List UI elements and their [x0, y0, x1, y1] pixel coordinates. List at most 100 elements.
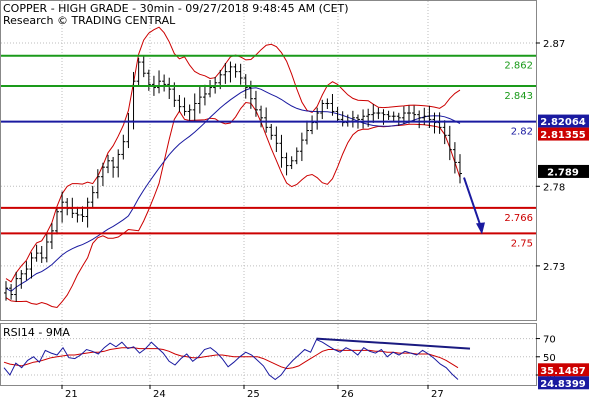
- candlestick: [228, 61, 233, 83]
- candlestick: [34, 244, 39, 262]
- moving-average: [5, 87, 461, 292]
- candlestick: [44, 233, 49, 263]
- candlestick: [208, 79, 213, 98]
- price-panel: [0, 0, 537, 321]
- candlestick: [253, 90, 258, 117]
- candlestick: [330, 94, 335, 116]
- value-badge: [538, 164, 589, 178]
- candlestick: [386, 110, 391, 120]
- forecast-arrow: [463, 177, 482, 228]
- y-tick-label: 2.73: [543, 262, 565, 273]
- candlestick: [289, 156, 294, 170]
- y-tick-label: 2.87: [543, 39, 565, 50]
- candlestick: [106, 154, 111, 174]
- candlestick: [427, 105, 432, 128]
- value-badge: [538, 376, 589, 390]
- price-level-label: 2.843: [504, 91, 533, 102]
- candlestick: [167, 77, 172, 100]
- candlestick: [14, 271, 19, 302]
- candlestick: [304, 120, 309, 145]
- candlestick: [371, 104, 376, 123]
- grid: [1, 1, 536, 385]
- candlestick: [406, 105, 411, 124]
- price-levels: 2.862 2.843 2.82 2.766 2.75: [1, 54, 536, 249]
- candlestick: [4, 281, 8, 301]
- x-tick-label: 26: [341, 389, 354, 400]
- x-tick-label: 21: [65, 389, 78, 400]
- price-level-label: 2.75: [511, 238, 533, 249]
- moving-average-line: [5, 87, 461, 292]
- candlestick: [49, 223, 54, 250]
- rsi-title: RSI14 - 9MA: [3, 326, 70, 339]
- candlestick: [325, 98, 330, 110]
- candlestick: [39, 245, 44, 263]
- price-level-label: 2.862: [504, 61, 533, 72]
- candlestick: [391, 111, 396, 122]
- candlestick: [75, 206, 80, 223]
- value-badge-label: 24.8399: [540, 379, 586, 390]
- candlestick: [412, 105, 417, 122]
- candlestick: [9, 284, 14, 300]
- candlestick: [417, 110, 422, 129]
- price-level-label: 2.766: [504, 213, 533, 224]
- candlestick: [366, 108, 371, 127]
- candlestick: [187, 104, 192, 121]
- candlestick: [24, 261, 29, 281]
- candlestick: [111, 156, 116, 178]
- candlestick: [146, 69, 151, 91]
- price-level-label: 2.82: [511, 127, 533, 138]
- value-badge-label: 35.1487: [540, 366, 586, 377]
- candlestick: [116, 149, 121, 178]
- candlestick: [223, 62, 228, 84]
- value-badge: [538, 127, 589, 141]
- candlesticks: [4, 55, 462, 302]
- candlestick: [121, 134, 126, 160]
- candlestick: [80, 206, 85, 222]
- candlestick: [442, 120, 447, 145]
- candlestick: [182, 97, 187, 116]
- candlestick: [136, 57, 141, 87]
- candlestick: [279, 134, 284, 168]
- candlestick: [269, 123, 274, 140]
- x-tick-label: 25: [247, 389, 260, 400]
- candlestick: [55, 207, 60, 235]
- candlestick: [376, 107, 381, 120]
- candlestick: [447, 125, 452, 161]
- annotations: [316, 177, 485, 350]
- chart-subtitle: Research © TRADING CENTRAL: [3, 14, 176, 27]
- value-badge: [538, 363, 589, 377]
- candlestick: [458, 154, 462, 184]
- x-tick-label: 24: [153, 389, 166, 400]
- candlestick: [361, 109, 366, 129]
- candlestick: [202, 84, 207, 106]
- candlestick: [284, 152, 289, 176]
- candlestick: [238, 63, 243, 85]
- candlestick: [192, 93, 197, 121]
- rsi-line: [3, 338, 459, 381]
- candlestick: [299, 132, 304, 162]
- candlestick: [90, 185, 95, 208]
- rsi-trendline: [316, 337, 471, 350]
- candlestick: [100, 162, 105, 187]
- candlestick: [95, 169, 100, 199]
- candlestick: [162, 74, 167, 92]
- candlestick: [274, 126, 279, 153]
- candlestick: [233, 63, 238, 78]
- rsi-y-tick-label: 50: [543, 353, 556, 364]
- x-tick-label: 27: [431, 389, 444, 400]
- candlestick: [264, 107, 269, 133]
- candlestick: [29, 252, 34, 279]
- candlestick: [177, 95, 182, 112]
- candlestick: [85, 197, 90, 228]
- value-badge-label: 2.82064: [540, 117, 586, 128]
- value-badge-label: 2.81355: [540, 130, 586, 141]
- candlestick: [396, 112, 401, 126]
- rsi-lines: [3, 338, 459, 381]
- y-tick-label: 2.78: [543, 182, 565, 193]
- rsi-y-tick-label: 70: [543, 335, 556, 346]
- candlestick: [141, 55, 146, 78]
- candlestick: [259, 105, 264, 128]
- candlestick: [452, 142, 457, 174]
- candlestick: [335, 106, 340, 123]
